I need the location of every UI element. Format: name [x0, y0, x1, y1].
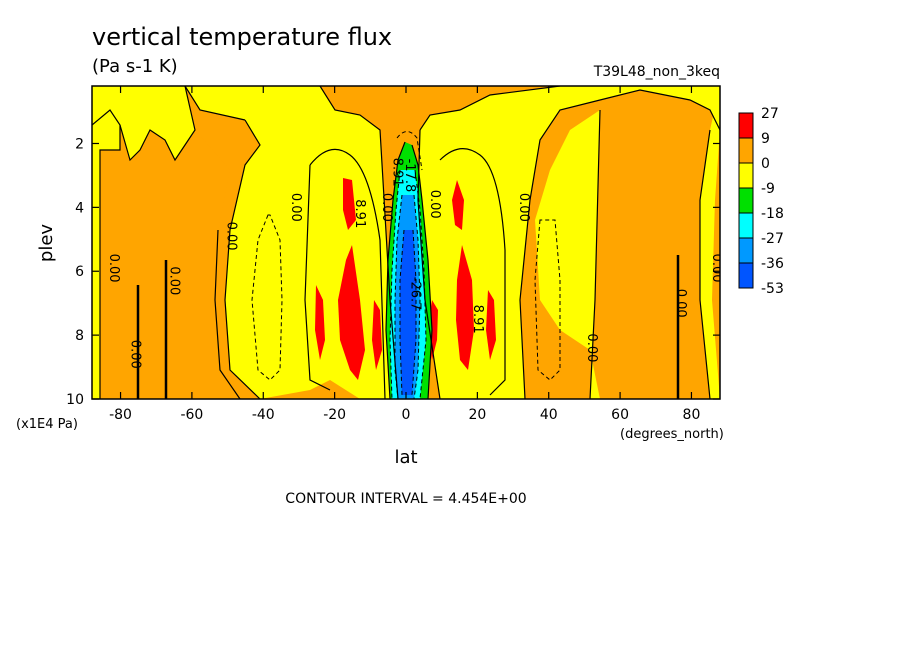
y-tick-label: 2 [75, 136, 84, 152]
yellow-edge-nh [700, 86, 720, 399]
legend-swatch [738, 162, 754, 189]
contour-label: -26.7 [407, 277, 422, 311]
legend-label: -27 [761, 231, 784, 247]
color-legend: 27 9 0 -9 -18 -27 -36 -53 [738, 106, 784, 297]
contour-label: 0.00 [288, 193, 303, 222]
contour-lines [92, 86, 720, 399]
chart-title: vertical temperature flux [92, 23, 392, 51]
contour-label: 0.00 [224, 222, 239, 251]
legend-label: 0 [761, 156, 770, 172]
contour-interval-note: CONTOUR INTERVAL = 4.454E+00 [285, 491, 526, 507]
contour-label: 8.91 [390, 158, 405, 187]
red-cell [343, 178, 356, 230]
x-tick-label: 0 [402, 407, 411, 423]
y-tick-label: 6 [75, 264, 84, 280]
contour-label: 0.00 [127, 340, 142, 369]
legend-swatch [738, 237, 754, 264]
contour-label: 0.00 [516, 193, 531, 222]
x-axis-ticks: -80 -60 -40 -20 0 20 40 60 80 [109, 86, 700, 423]
yellow-edge-sh [92, 110, 120, 399]
x-tick-label: -40 [252, 407, 275, 423]
contour-label: 8.91 [470, 305, 485, 334]
contour-label: -17.8 [402, 159, 417, 193]
legend-label: -53 [761, 281, 784, 297]
legend-label: -18 [761, 206, 784, 222]
y-units-label: (x1E4 Pa) [16, 417, 78, 432]
contour-label: 8.91 [352, 199, 367, 228]
contour-label: 0.00 [106, 254, 121, 283]
red-cell [338, 245, 365, 380]
orange-band-sh [185, 86, 260, 399]
contour-label-group: 0.000.000.000.000.00 8.91 0.008.91-17.8-26… [106, 158, 724, 369]
contour-label: 0.00 [709, 254, 724, 283]
contour-label: 0.00 [167, 266, 182, 295]
legend-swatch [738, 112, 754, 139]
x-tick-label: -60 [180, 407, 203, 423]
legend-label: -9 [761, 181, 775, 197]
x-tick-label: -20 [323, 407, 346, 423]
legend-swatch [738, 137, 754, 164]
y-tick-label: 4 [75, 200, 84, 216]
contour-label: 0.00 [673, 289, 688, 318]
yellow-polar-sh [92, 86, 195, 160]
legend-label: 27 [761, 106, 779, 122]
legend-swatch [738, 262, 754, 289]
x-units-label: (degrees_north) [620, 427, 724, 442]
contour-label: 0.00 [427, 190, 442, 219]
x-tick-label: 80 [683, 407, 701, 423]
contour-field: 0.000.000.000.000.00 8.91 0.008.91-17.8-26… [92, 86, 724, 399]
legend-swatch [738, 212, 754, 239]
x-tick-label: 20 [468, 407, 486, 423]
y-axis-ticks: 2 4 6 8 10 [66, 136, 720, 408]
y-axis-label: plev [36, 224, 57, 263]
x-tick-label: 60 [611, 407, 629, 423]
run-label: T39L48_non_3keq [593, 64, 720, 80]
x-tick-label: -80 [109, 407, 132, 423]
y-tick-label: 10 [66, 392, 84, 408]
red-cell [315, 285, 325, 360]
red-cell [486, 290, 496, 360]
contour-lines-negative [251, 131, 561, 399]
legend-label: -36 [761, 256, 784, 272]
y-tick-label: 8 [75, 328, 84, 344]
x-tick-label: 40 [540, 407, 558, 423]
red-cell [372, 300, 382, 370]
contour-label: 0.00 [379, 193, 394, 222]
contour-label: 0.00 [584, 333, 599, 362]
legend-swatch [738, 187, 754, 214]
legend-label: 9 [761, 131, 770, 147]
x-axis-label: lat [394, 447, 417, 468]
deep-blue-plume [400, 230, 416, 395]
red-cell [456, 245, 474, 370]
chart-subtitle: (Pa s-1 K) [92, 56, 178, 77]
red-cell [452, 180, 464, 230]
